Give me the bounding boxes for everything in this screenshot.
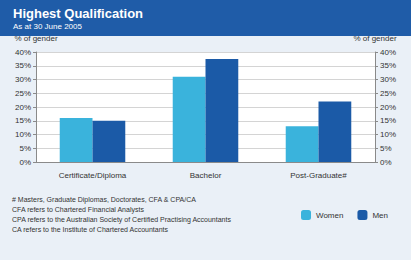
svg-text:% of gender: % of gender xyxy=(353,34,396,43)
svg-text:% of gender: % of gender xyxy=(14,34,57,43)
svg-text:40%: 40% xyxy=(380,48,396,57)
svg-text:10%: 10% xyxy=(15,130,31,139)
svg-text:25%: 25% xyxy=(15,89,31,98)
svg-text:Bachelor: Bachelor xyxy=(190,171,222,180)
svg-text:35%: 35% xyxy=(380,61,396,70)
svg-text:Men: Men xyxy=(372,211,388,220)
svg-text:5%: 5% xyxy=(19,144,31,153)
svg-text:5%: 5% xyxy=(380,144,392,153)
svg-text:40%: 40% xyxy=(15,48,31,57)
svg-text:Certificate/Diploma: Certificate/Diploma xyxy=(59,171,127,180)
svg-text:Highest Qualification: Highest Qualification xyxy=(13,6,143,21)
svg-text:20%: 20% xyxy=(15,103,31,112)
svg-text:CPA refers to the Australian S: CPA refers to the Australian Society of … xyxy=(12,216,231,224)
svg-text:15%: 15% xyxy=(380,116,396,125)
svg-text:25%: 25% xyxy=(380,89,396,98)
svg-text:# Masters, Graduate Diplomas,: # Masters, Graduate Diplomas, Doctorates… xyxy=(12,196,196,204)
svg-text:CFA refers to Chartered Financ: CFA refers to Chartered Financial Analys… xyxy=(12,206,144,214)
svg-text:0%: 0% xyxy=(19,158,31,167)
svg-text:10%: 10% xyxy=(380,130,396,139)
svg-text:30%: 30% xyxy=(15,75,31,84)
svg-text:CA refers to the Institute of: CA refers to the Institute of Chartered … xyxy=(12,226,169,233)
svg-text:35%: 35% xyxy=(15,61,31,70)
svg-text:20%: 20% xyxy=(380,103,396,112)
svg-text:As at 30 June 2005: As at 30 June 2005 xyxy=(13,22,82,31)
svg-text:15%: 15% xyxy=(15,116,31,125)
svg-text:Post-Graduate#: Post-Graduate# xyxy=(290,171,347,180)
svg-text:0%: 0% xyxy=(380,158,392,167)
svg-text:Women: Women xyxy=(316,211,343,220)
svg-text:30%: 30% xyxy=(380,75,396,84)
